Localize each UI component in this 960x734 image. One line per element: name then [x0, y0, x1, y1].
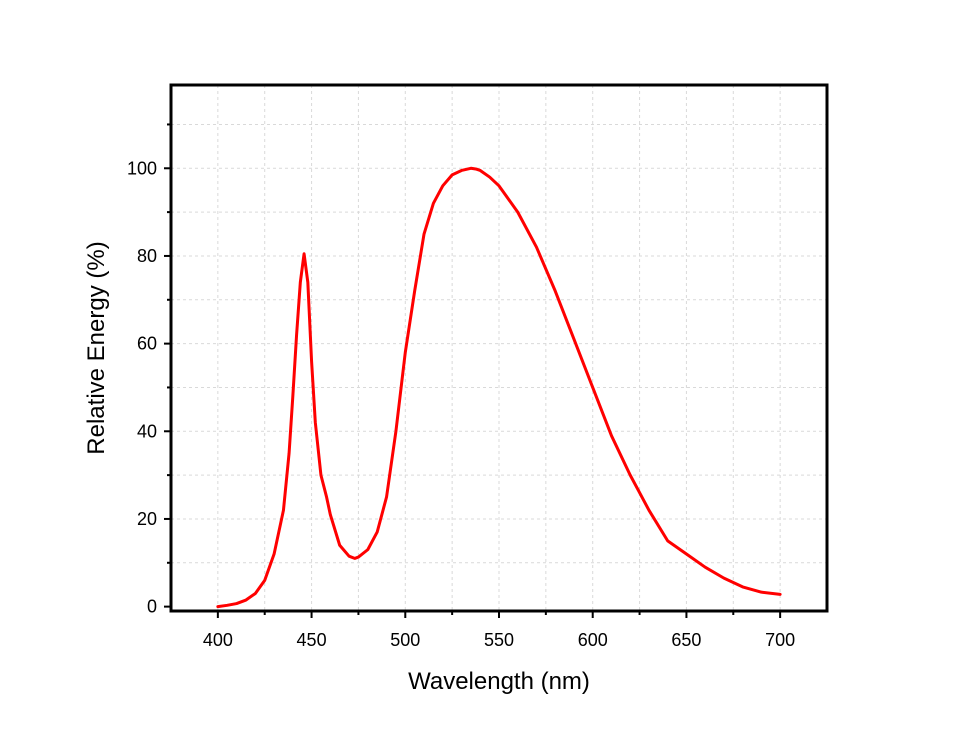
x-tick-label: 400	[203, 630, 233, 650]
plot-frame	[169, 83, 829, 613]
tick-labels: 400 450 500 550 600 650 700 0 20 40 60 80 100	[127, 158, 795, 650]
y-tick-label: 20	[137, 509, 157, 529]
spectrum-line	[216, 166, 782, 609]
x-tick-label: 700	[765, 630, 795, 650]
y-tick-label: 40	[137, 421, 157, 441]
x-tick-label: 500	[390, 630, 420, 650]
y-axis-title: Relative Energy (%)	[83, 241, 110, 454]
y-tick-label: 0	[147, 597, 157, 617]
y-tick-label: 80	[137, 246, 157, 266]
x-tick-label: 600	[578, 630, 608, 650]
x-tick-label: 650	[671, 630, 701, 650]
x-tick-label: 450	[297, 630, 327, 650]
x-tick-label: 550	[484, 630, 514, 650]
y-tick-label: 100	[127, 158, 157, 178]
y-tick-label: 60	[137, 334, 157, 354]
x-axis-title: Wavelength (nm)	[408, 668, 590, 695]
